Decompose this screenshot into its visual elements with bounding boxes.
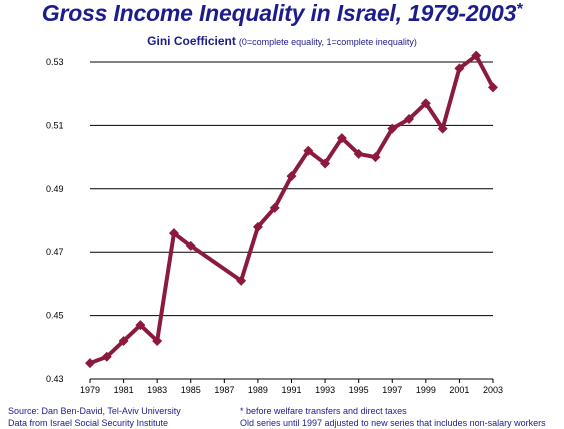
data-point-marker xyxy=(370,152,381,163)
data-point-marker xyxy=(168,228,179,239)
data-point-marker xyxy=(286,171,297,182)
grid-layer xyxy=(90,61,493,380)
source-note: Source: Dan Ben-David, Tel-Aviv Universi… xyxy=(8,405,181,429)
data-point-marker xyxy=(101,351,112,362)
x-tick-label: 1985 xyxy=(181,385,201,395)
chart-title: Gross Income Inequality in Israel, 1979-… xyxy=(0,0,564,27)
series-line xyxy=(88,53,495,366)
data-point-marker xyxy=(488,82,498,93)
data-point-marker xyxy=(336,133,347,144)
y-tick-label: 0.53 xyxy=(46,57,64,67)
source-line-1: Source: Dan Ben-David, Tel-Aviv Universi… xyxy=(8,406,181,416)
data-point-marker xyxy=(85,358,95,369)
x-tick-label: 1995 xyxy=(349,385,369,395)
chart-subtitle: Gini Coefficient (0=complete equality, 1… xyxy=(0,34,564,48)
y-tick-label: 0.47 xyxy=(46,247,64,257)
data-point-marker xyxy=(420,98,431,109)
x-tick-label: 1997 xyxy=(382,385,402,395)
data-point-marker xyxy=(353,148,364,159)
x-tick-label: 1999 xyxy=(416,385,436,395)
y-tick-label: 0.51 xyxy=(46,120,64,130)
data-point-marker xyxy=(320,158,331,169)
data-point-marker xyxy=(236,275,247,286)
data-point-marker xyxy=(269,202,280,213)
data-point-marker xyxy=(152,335,163,346)
y-tick-label: 0.45 xyxy=(46,311,64,321)
x-tick-label: 1983 xyxy=(147,385,167,395)
x-tick-label: 1993 xyxy=(315,385,335,395)
chart-title-asterisk: * xyxy=(516,1,523,18)
series-layer xyxy=(85,50,498,369)
footnote-line-2: Old series until 1997 adjusted to new se… xyxy=(240,418,546,428)
data-point-marker xyxy=(404,114,415,125)
data-point-marker xyxy=(118,335,129,346)
subtitle-note: (0=complete equality, 1=complete inequal… xyxy=(238,37,417,47)
x-tick-label: 1981 xyxy=(114,385,134,395)
data-point-marker xyxy=(135,320,146,331)
data-point-marker xyxy=(303,145,314,156)
subtitle-main: Gini Coefficient xyxy=(147,34,236,48)
chart-title-text: Gross Income Inequality in Israel, 1979-… xyxy=(41,0,517,26)
data-point-marker xyxy=(252,221,263,232)
y-tick-label: 0.49 xyxy=(46,184,64,194)
axis-layer: 0.43 0.45 0.47 0.49 0.51 0.53 1979 1981 1983 1985… xyxy=(46,57,503,395)
x-tick-label: 1987 xyxy=(214,385,234,395)
footnote-line-1: * before welfare transfers and direct ta… xyxy=(240,406,407,416)
x-tick-label: 1991 xyxy=(281,385,301,395)
footnote: * before welfare transfers and direct ta… xyxy=(240,405,546,429)
x-tick-label: 2001 xyxy=(449,385,469,395)
data-point-marker xyxy=(471,50,482,61)
x-tick-label: 2003 xyxy=(483,385,503,395)
x-tick-label: 1989 xyxy=(248,385,268,395)
data-point-marker xyxy=(437,123,448,134)
y-tick-label: 0.43 xyxy=(46,374,64,384)
data-point-marker xyxy=(387,123,398,134)
data-point-marker xyxy=(185,240,196,251)
source-line-2: Data from Israel Social Security Institu… xyxy=(8,418,169,428)
data-point-marker xyxy=(454,63,465,74)
x-tick-label: 1979 xyxy=(80,385,100,395)
